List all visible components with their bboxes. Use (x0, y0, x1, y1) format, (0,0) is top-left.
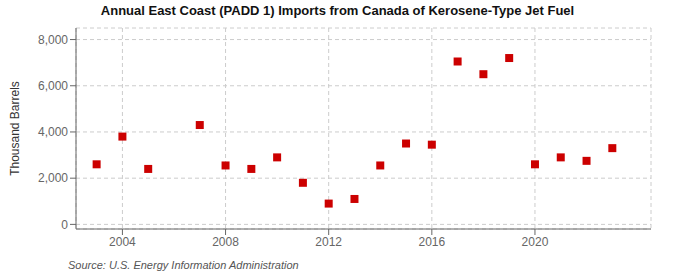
svg-text:8,000: 8,000 (38, 33, 68, 47)
svg-text:0: 0 (61, 218, 68, 232)
svg-text:4,000: 4,000 (38, 125, 68, 139)
html-text:Source: U.S. Energy Informatio: Source: U.S. Energy Information Administ… (68, 259, 299, 271)
svg-text:Thousand Barrels: Thousand Barrels (8, 81, 22, 176)
svg-text:2012: 2012 (315, 235, 342, 249)
svg-text:2020: 2020 (522, 235, 549, 249)
html-text:Annual East Coast (PADD 1) Imp: Annual East Coast (PADD 1) Imports from … (100, 3, 575, 18)
svg-text:2004: 2004 (109, 235, 136, 249)
svg-text:6,000: 6,000 (38, 79, 68, 93)
svg-text:2008: 2008 (212, 235, 239, 249)
svg-text:2016: 2016 (418, 235, 445, 249)
svg-text:2,000: 2,000 (38, 171, 68, 185)
